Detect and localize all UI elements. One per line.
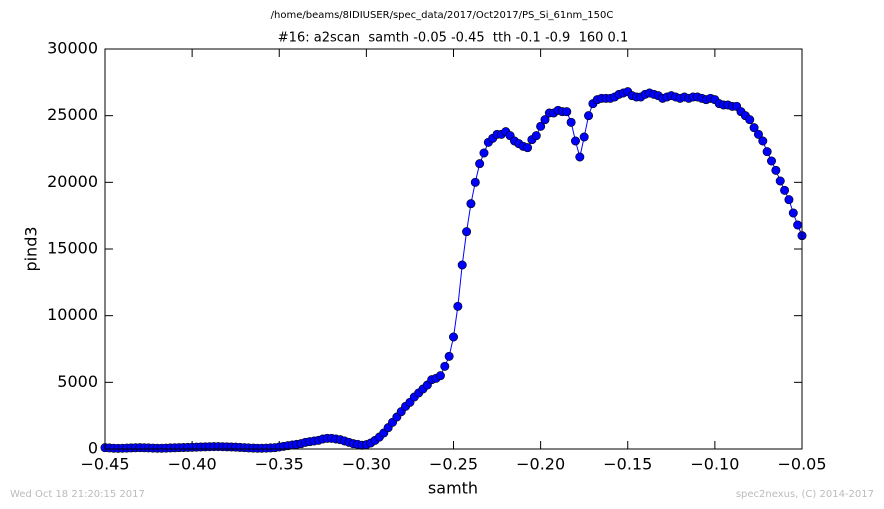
data-point (475, 159, 485, 169)
data-point (575, 152, 585, 162)
y-tick-label: 15000 (47, 239, 98, 258)
data-point (523, 143, 533, 153)
chart-suptitle: /home/beams/8IDIUSER/spec_data/2017/Oct2… (271, 10, 614, 21)
footer-date: Wed Oct 18 21:20:15 2017 (10, 489, 145, 500)
data-point (570, 136, 580, 146)
data-point (753, 129, 763, 139)
data-point (775, 176, 785, 186)
data-point (767, 156, 777, 166)
data-point (470, 177, 480, 187)
x-tick-label: −0.25 (429, 455, 478, 474)
data-point (479, 148, 489, 158)
x-tick-label: −0.40 (168, 455, 217, 474)
data-point (435, 371, 445, 381)
data-point (444, 351, 454, 361)
data-point (584, 111, 594, 121)
data-point (579, 132, 589, 142)
x-axis-label: samth (428, 479, 478, 498)
data-point (762, 147, 772, 157)
data-point (466, 199, 476, 209)
x-tick-label: −0.45 (80, 455, 129, 474)
data-point (749, 123, 759, 133)
data-point (562, 107, 572, 117)
plot-frame (104, 48, 803, 450)
data-point (536, 121, 546, 131)
y-tick-label: 10000 (47, 305, 98, 324)
y-axis-label: pind3 (22, 226, 41, 271)
y-tick-label: 20000 (47, 172, 98, 191)
data-point (457, 260, 467, 270)
x-tick-label: −0.15 (603, 455, 652, 474)
x-tick-label: −0.35 (255, 455, 304, 474)
data-point (566, 117, 576, 127)
y-tick-label: 25000 (47, 105, 98, 124)
data-point (771, 165, 781, 175)
x-tick-label: −0.30 (342, 455, 391, 474)
data-point (758, 136, 768, 146)
data-point (448, 332, 458, 342)
y-tick-label: 5000 (57, 372, 98, 391)
x-tick-label: −0.20 (516, 455, 565, 474)
y-tick-label: 30000 (47, 39, 98, 58)
data-point (745, 115, 755, 125)
chart-title: #16: a2scan samth -0.05 -0.45 tth -0.1 -… (278, 31, 628, 46)
data-point (462, 227, 472, 237)
x-tick-label: −0.10 (690, 455, 739, 474)
data-point (788, 208, 798, 218)
data-point (793, 220, 803, 230)
x-tick-label: −0.05 (777, 455, 826, 474)
data-point (453, 301, 463, 311)
data-point (784, 195, 794, 205)
data-point (780, 185, 790, 195)
data-point (540, 115, 550, 125)
data-point (531, 131, 541, 141)
y-tick-label: 0 (88, 439, 98, 458)
footer-credit: spec2nexus, (C) 2014-2017 (736, 489, 874, 500)
data-point (440, 361, 450, 371)
